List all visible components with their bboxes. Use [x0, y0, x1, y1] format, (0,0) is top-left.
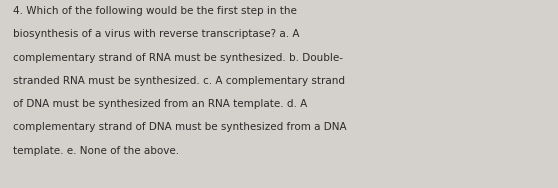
Text: biosynthesis of a virus with reverse transcriptase? a. A: biosynthesis of a virus with reverse tra… — [13, 29, 300, 39]
Text: template. e. None of the above.: template. e. None of the above. — [13, 146, 179, 156]
Text: stranded RNA must be synthesized. c. A complementary strand: stranded RNA must be synthesized. c. A c… — [13, 76, 345, 86]
Text: complementary strand of DNA must be synthesized from a DNA: complementary strand of DNA must be synt… — [13, 123, 347, 133]
Text: of DNA must be synthesized from an RNA template. d. A: of DNA must be synthesized from an RNA t… — [13, 99, 307, 109]
Text: complementary strand of RNA must be synthesized. b. Double-: complementary strand of RNA must be synt… — [13, 53, 343, 63]
Text: 4. Which of the following would be the first step in the: 4. Which of the following would be the f… — [13, 6, 297, 16]
